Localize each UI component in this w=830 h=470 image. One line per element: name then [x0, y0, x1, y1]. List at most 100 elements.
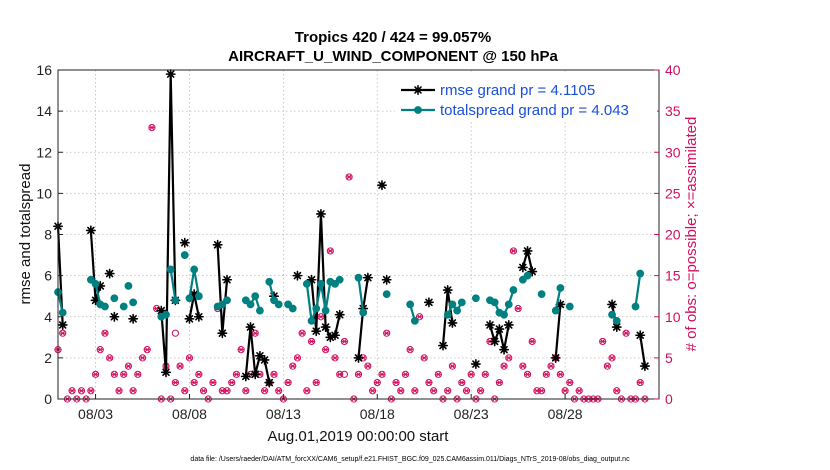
rmse-point [193, 311, 204, 322]
totalspread-point [288, 304, 297, 313]
y-right-tick-label: 30 [665, 144, 681, 160]
y-right-tick-label: 15 [665, 268, 681, 284]
y-tick-label: 4 [44, 309, 52, 325]
obs-assimilated-point [134, 370, 142, 378]
rmse-point [104, 268, 115, 279]
obs-assimilated-point [307, 337, 316, 346]
obs-assimilated-point [599, 337, 607, 346]
chart-subtitle: AIRCRAFT_U_WIND_COMPONENT @ 150 hPa [228, 48, 558, 65]
totalspread-point [556, 284, 565, 292]
obs-assimilated-point [190, 378, 198, 387]
totalspread-point [537, 290, 546, 299]
rmse-point [240, 371, 251, 382]
obs-assimilated-point [462, 387, 471, 395]
x-tick-label: 08/08 [172, 406, 207, 422]
obs-assimilated-point [613, 387, 621, 395]
totalspread-series-line [169, 269, 177, 301]
y-right-tick-label: 35 [665, 103, 681, 119]
y-tick-label: 16 [36, 62, 52, 78]
y-axis-label: rmse and totalspread [17, 164, 34, 305]
totalspread-point [119, 302, 128, 311]
totalspread-point [443, 310, 452, 319]
totalspread-point [504, 300, 513, 309]
obs-assimilated-point [547, 362, 555, 370]
rmse-point [160, 367, 171, 378]
totalspread-point [91, 279, 100, 288]
rmse-point [320, 322, 331, 333]
obs-assimilated-point [120, 370, 128, 378]
rmse-point [212, 239, 223, 250]
rmse-point [376, 180, 387, 191]
rmse-point [250, 369, 261, 380]
obs-assimilated-point [411, 387, 419, 395]
rmse-point [259, 354, 270, 365]
y-right-tick-label: 10 [665, 309, 681, 325]
obs-assimilated-point [59, 329, 67, 337]
obs-assimilated-point [228, 378, 236, 387]
totalspread-point [312, 304, 321, 313]
legend-rmse-marker [412, 85, 424, 95]
obs-assimilated-point [476, 387, 485, 395]
obs-assimilated-point [345, 173, 353, 181]
totalspread-point [612, 316, 621, 325]
x-axis-label: Aug.01,2019 00:00:00 start [268, 428, 450, 445]
obs-assimilated-point [575, 387, 583, 395]
obs-assimilated-point [223, 387, 231, 395]
y-tick-label: 14 [36, 103, 52, 119]
obs-assimilated-point [331, 354, 339, 362]
totalspread-point [636, 269, 645, 278]
totalspread-point [410, 316, 419, 325]
rmse-point [128, 313, 139, 324]
totalspread-point [490, 298, 499, 307]
obs-assimilated-point [368, 387, 377, 395]
obs-assimilated-point [237, 346, 245, 354]
rmse-point [315, 208, 326, 219]
legend-spread-label: totalspread grand pr = 4.043 [440, 102, 629, 119]
series-layer [52, 69, 650, 388]
obs-assimilated-point [392, 378, 400, 387]
y-right-tick-label: 5 [665, 350, 673, 366]
totalspread-point [223, 296, 231, 305]
obs-possible-point [171, 329, 179, 337]
totalspread-point [129, 298, 138, 307]
obs-assimilated-point [514, 304, 522, 313]
x-tick-label: 08/28 [548, 406, 583, 422]
totalspread-point [523, 271, 532, 280]
obs-assimilated-point [326, 247, 334, 255]
totalspread-point [382, 290, 391, 299]
rmse-point [484, 319, 495, 330]
legend-spread-symbol [414, 106, 422, 114]
obs-assimilated-point [176, 362, 184, 370]
obs-assimilated-point [195, 370, 203, 378]
rmse-point [245, 322, 256, 333]
totalspread-point [551, 306, 560, 315]
rmse-point [522, 245, 533, 256]
totalspread-point [166, 265, 175, 274]
obs-assimilated-point [87, 387, 95, 395]
obs-assimilated-point [364, 362, 372, 370]
obs-assimilated-point [260, 387, 269, 395]
obs-assimilated-point [68, 387, 76, 395]
obs-assimilated-point [115, 387, 123, 395]
totalspread-point [406, 300, 415, 309]
rmse-series-line [639, 335, 647, 367]
y-axis-label-right: # of obs: o=possible; ×=assimilated [683, 117, 700, 352]
obs-assimilated-point [425, 378, 433, 387]
rmse-point [381, 274, 392, 285]
obs-assimilated-point [289, 362, 297, 370]
rmse-point [517, 262, 528, 273]
obs-assimilated-point [430, 387, 438, 395]
legend-rmse-symbol [412, 85, 424, 95]
rmse-point [179, 237, 190, 248]
obs-assimilated-point [383, 329, 391, 337]
rmse-point [57, 319, 68, 330]
y-right-tick-label: 40 [665, 62, 681, 78]
obs-assimilated-point [148, 123, 156, 132]
obs-assimilated-point [622, 329, 630, 337]
rmse-point [447, 317, 458, 328]
y-tick-label: 0 [44, 391, 52, 407]
x-tick-label: 08/18 [360, 406, 395, 422]
rmse-point [423, 297, 434, 308]
rmse-point [489, 336, 500, 347]
obs-assimilated-point [171, 378, 179, 387]
